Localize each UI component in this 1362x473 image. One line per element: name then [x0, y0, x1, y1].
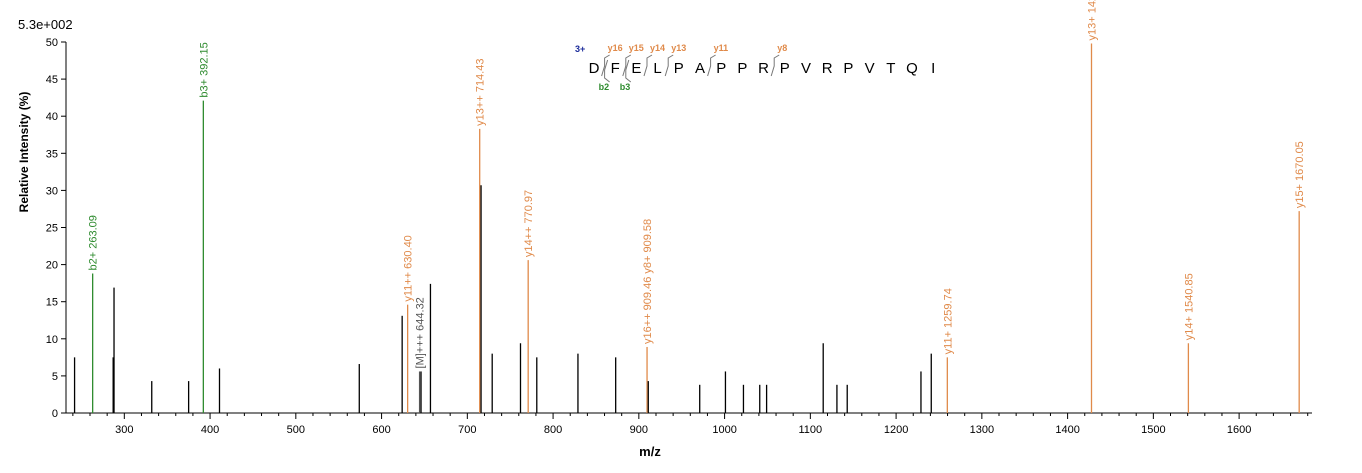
y-ion-label: y8 — [777, 43, 787, 53]
y-ion-label: y13 — [671, 43, 686, 53]
peak-label-y: y11++ 630.40 — [403, 235, 415, 301]
x-tick-label: 1500 — [1141, 424, 1165, 436]
y-ion-label: y11 — [714, 43, 729, 53]
x-tick-label: 500 — [287, 424, 305, 436]
x-tick-label: 1600 — [1227, 424, 1251, 436]
residue: R — [758, 60, 769, 77]
y-tick-label: 35 — [46, 148, 58, 160]
y-tick-label: 45 — [46, 74, 58, 86]
x-axis-label: m/z — [639, 444, 661, 459]
peak-label-y: y16++ 909.46 y8+ 909.58 — [642, 219, 654, 344]
y-ion-label: y16 — [608, 43, 623, 53]
y-tick-label: 40 — [46, 111, 58, 123]
axes: 0 5 10 15 20 25 30 35 40 45 50 300 400 500 600 700 800 90… — [46, 37, 1312, 436]
x-tick-label: 1300 — [970, 424, 994, 436]
y-ion-break — [601, 54, 610, 77]
y-ion-break — [664, 54, 674, 77]
y-tick-label: 20 — [46, 260, 58, 272]
y-tick-label: 50 — [46, 37, 58, 49]
residue: L — [653, 60, 661, 77]
y-ion-break — [643, 54, 653, 77]
residue: P — [780, 60, 790, 77]
y-tick-label: 0 — [52, 408, 58, 420]
y-tick-label: 5 — [52, 371, 58, 383]
residue: V — [865, 60, 875, 77]
residue: I — [931, 60, 935, 77]
y-ion-break — [622, 54, 632, 77]
residue: Q — [906, 60, 918, 77]
residue: P — [843, 60, 853, 77]
y-ion-break — [707, 54, 716, 77]
peaks — [73, 43, 1300, 413]
peak-label-y: y15+ 1670.05 — [1294, 141, 1306, 208]
y-tick-label: 30 — [46, 185, 58, 197]
peak-label-y: y13+ 1427.87 — [1087, 0, 1099, 40]
y-ion-label: y15 — [629, 43, 644, 53]
residue: V — [801, 60, 811, 77]
peak-label-b: b2+ 263.09 — [88, 215, 100, 270]
residue: P — [674, 60, 684, 77]
peak-label-precursor: [M]+++ 644.32 — [415, 297, 427, 368]
residue: F — [611, 60, 620, 77]
residue: D — [589, 60, 600, 77]
x-tick-label: 400 — [201, 424, 219, 436]
y-ion-label: y14 — [650, 43, 665, 53]
y-ion-break — [770, 54, 780, 77]
b-ion-break — [625, 59, 632, 83]
x-tick-label: 1200 — [884, 424, 908, 436]
residue: A — [695, 60, 705, 77]
peak-labels: b2+ 263.09 b3+ 392.15 y11++ 630.40[M]+++ 6… — [88, 0, 1307, 368]
b-ion-break — [604, 59, 610, 83]
y-axis-label: Relative Intensity (%) — [17, 92, 31, 213]
x-tick-label: 800 — [544, 424, 562, 436]
x-tick-label: 1100 — [799, 424, 823, 436]
residue: R — [822, 60, 833, 77]
x-tick-label: 1400 — [1055, 424, 1079, 436]
peak-label-y: y14+ 1540.85 — [1183, 273, 1195, 340]
b-ion-label: b3 — [620, 82, 631, 92]
residue: E — [631, 60, 641, 77]
peak-label-y: y11+ 1259.74 — [942, 288, 954, 354]
x-tick-label: 700 — [458, 424, 476, 436]
peak-label-y: y14++ 770.97 — [523, 190, 535, 257]
x-tick-label: 900 — [630, 424, 648, 436]
y-tick-label: 25 — [46, 223, 58, 235]
x-tick-label: 300 — [115, 424, 133, 436]
peak-label-y: y13++ 714.43 — [475, 59, 487, 126]
residue: P — [716, 60, 726, 77]
x-tick-label: 600 — [372, 424, 390, 436]
x-tick-label: 1000 — [712, 424, 736, 436]
y-tick-label: 15 — [46, 297, 58, 309]
peak-label-b: b3+ 392.15 — [198, 42, 210, 97]
charge-state: 3+ — [575, 44, 585, 54]
intensity-scale-label: 5.3e+002 — [18, 17, 73, 32]
b-ion-label: b2 — [599, 82, 610, 92]
residue: P — [737, 60, 747, 77]
residue: T — [886, 60, 895, 77]
y-tick-label: 10 — [46, 334, 58, 346]
